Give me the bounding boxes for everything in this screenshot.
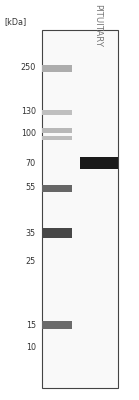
Text: 130: 130 [21,108,36,116]
Bar [42,110,72,114]
Bar [42,321,72,329]
Bar [80,157,118,169]
Text: 15: 15 [26,320,36,330]
Text: 10: 10 [26,344,36,352]
Text: 250: 250 [21,64,36,72]
Bar [42,228,72,238]
Bar [42,30,118,388]
Text: [kDa]: [kDa] [4,18,26,26]
Text: PITUITARY: PITUITARY [94,4,102,47]
Bar [42,184,72,192]
Text: 100: 100 [21,128,36,138]
Text: 25: 25 [26,258,36,266]
Bar [42,128,72,132]
Text: 35: 35 [26,228,36,238]
Text: 70: 70 [26,158,36,168]
Bar [42,64,72,72]
Bar [42,136,72,140]
Text: 55: 55 [26,184,36,192]
